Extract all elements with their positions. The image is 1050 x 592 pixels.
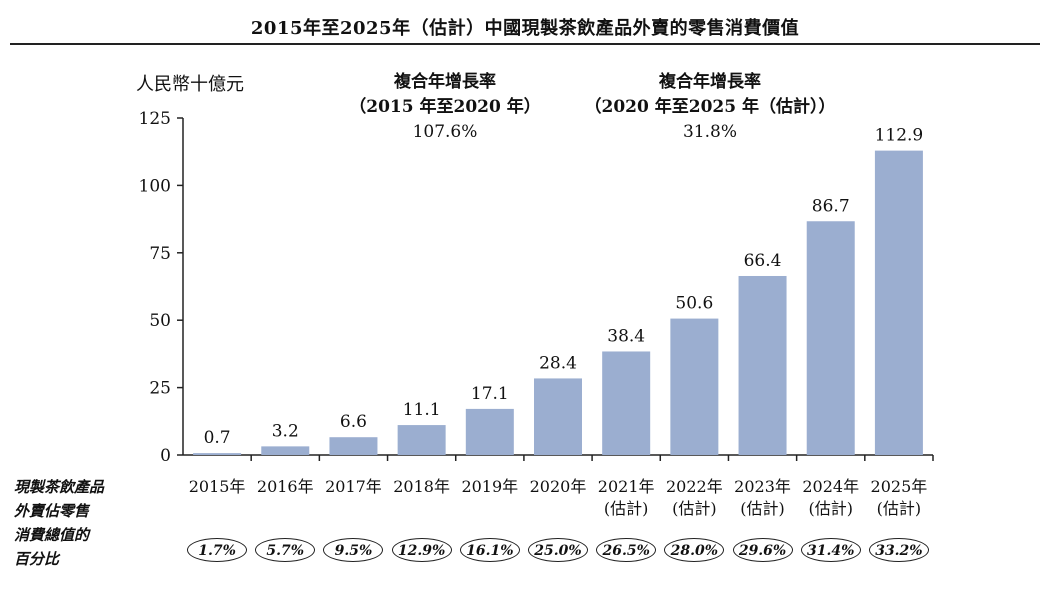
x-tick-label: 2017年 [325, 477, 382, 496]
share-percent-badge: 9.5% [323, 538, 384, 562]
bar [465, 408, 514, 455]
title-divider [10, 43, 1040, 45]
bar-value-label: 11.1 [403, 400, 441, 420]
bar [397, 425, 446, 455]
bar-value-label: 66.4 [744, 251, 782, 271]
x-tick-label: 2016年 [256, 477, 314, 496]
cagr-annotation-2015-2020: 複合年增長率 （2015 年至2020 年） 107.6% [330, 70, 560, 145]
bar [670, 318, 719, 455]
x-tick-label: 2018年 [393, 477, 450, 496]
bar [602, 351, 651, 455]
bar-chart: 0 25 50 75 100 125 0.7 3.2 6.6 11.1 17.1 28.4 38.4 50… [139, 109, 934, 466]
bar [261, 446, 310, 455]
share-label-line: 百分比 [14, 550, 60, 568]
bar-value-label: 86.7 [812, 196, 850, 216]
x-tick-label: 2025年 (估計) [870, 477, 928, 518]
bar [806, 221, 855, 455]
bar-value-label: 6.6 [340, 412, 367, 432]
bar-value-label: 17.1 [471, 384, 509, 404]
share-percent-badge: 1.7% [187, 538, 248, 562]
cagr-value: 31.8% [682, 122, 737, 142]
x-tick-label: 2024年 (估計) [802, 477, 860, 518]
share-percent-badge: 16.1% [459, 538, 520, 562]
bar [329, 437, 378, 455]
x-tick-label: 2022年 (估計) [665, 477, 723, 518]
cagr-annotation-2020-2025: 複合年增長率 （2020 年至2025 年（估計）） 31.8% [575, 70, 845, 145]
bar [738, 275, 787, 455]
cagr-heading: 複合年增長率 [394, 72, 496, 92]
cagr-period: （2020 年至2025 年（估計）） [584, 97, 836, 117]
share-percent-badge: 28.0% [664, 538, 725, 562]
y-axis-unit-label: 人民幣十億元 [136, 74, 244, 95]
x-tick-label: 2021年 (估計) [597, 477, 655, 518]
bar-value-label: 112.9 [875, 126, 924, 146]
x-tick-label: 2023年 (估計) [734, 477, 791, 518]
x-tick-label: 2020年 [529, 477, 587, 496]
bar-value-label: 28.4 [539, 353, 577, 373]
cagr-heading: 複合年增長率 [659, 72, 761, 92]
share-percent-badge: 5.7% [255, 538, 316, 562]
share-label-line: 外賣佔零售 [14, 502, 90, 520]
x-tick-label: 2019年 [461, 477, 519, 496]
cagr-period: （2015 年至2020 年） [349, 97, 541, 117]
y-tick-label: 125 [139, 109, 171, 129]
x-tick-label: 2015年 [188, 477, 246, 496]
bar [534, 378, 582, 455]
share-percent-badge: 31.4% [800, 538, 861, 562]
share-percent-badge: 12.9% [391, 538, 452, 562]
bar-value-label: 50.6 [675, 294, 713, 314]
bar-value-label: 3.2 [272, 421, 299, 441]
bar-value-label: 38.4 [607, 326, 645, 346]
share-percent-badge: 29.6% [732, 538, 793, 562]
share-label-line: 消費總值的 [14, 526, 90, 544]
share-percent-badge: 25.0% [528, 538, 588, 562]
share-percent-badge: 33.2% [868, 538, 929, 562]
bar [874, 150, 923, 456]
y-tick-label: 0 [160, 446, 171, 466]
cagr-value: 107.6% [412, 122, 478, 142]
share-label-line: 現製茶飲產品 [14, 478, 105, 496]
y-tick-label: 100 [139, 176, 171, 196]
bar [193, 453, 242, 455]
share-percent-badge: 26.5% [596, 538, 657, 562]
y-tick-label: 25 [149, 379, 171, 399]
chart-title: 2015年至2025年（估計）中國現製茶飲產品外賣的零售消費價值 [250, 18, 800, 39]
bar-value-label: 0.7 [204, 428, 231, 448]
y-tick-label: 50 [149, 311, 171, 331]
share-row-label: 現製茶飲產品 外賣佔零售 消費總值的 百分比 [14, 475, 149, 571]
y-tick-label: 75 [149, 244, 171, 264]
